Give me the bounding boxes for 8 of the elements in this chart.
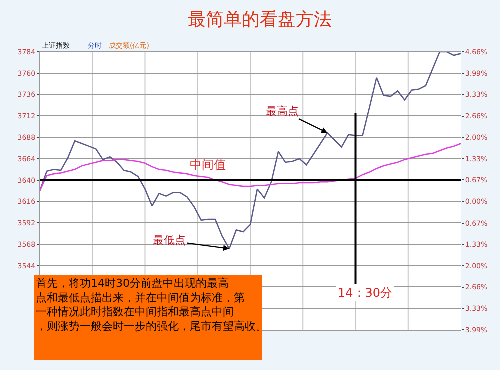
chart-title: 最简单的看盘方法 bbox=[188, 10, 332, 31]
line-series bbox=[40, 143, 461, 192]
annotation: 14：30分 bbox=[338, 286, 393, 300]
line-series bbox=[40, 52, 461, 250]
annotation: 最高点 bbox=[266, 105, 299, 118]
annotation: 首先，将功14时30分前盘中出现的最高点和最低点描出来，并在中间值为标准，第一种情况此时指数在中间指和最高点中间，则涨势一般会时一步的强化，尾市有望高收。 bbox=[36, 277, 267, 333]
annotation: 最低点 bbox=[153, 234, 186, 247]
ref-line-label: 中间值 bbox=[190, 158, 226, 172]
